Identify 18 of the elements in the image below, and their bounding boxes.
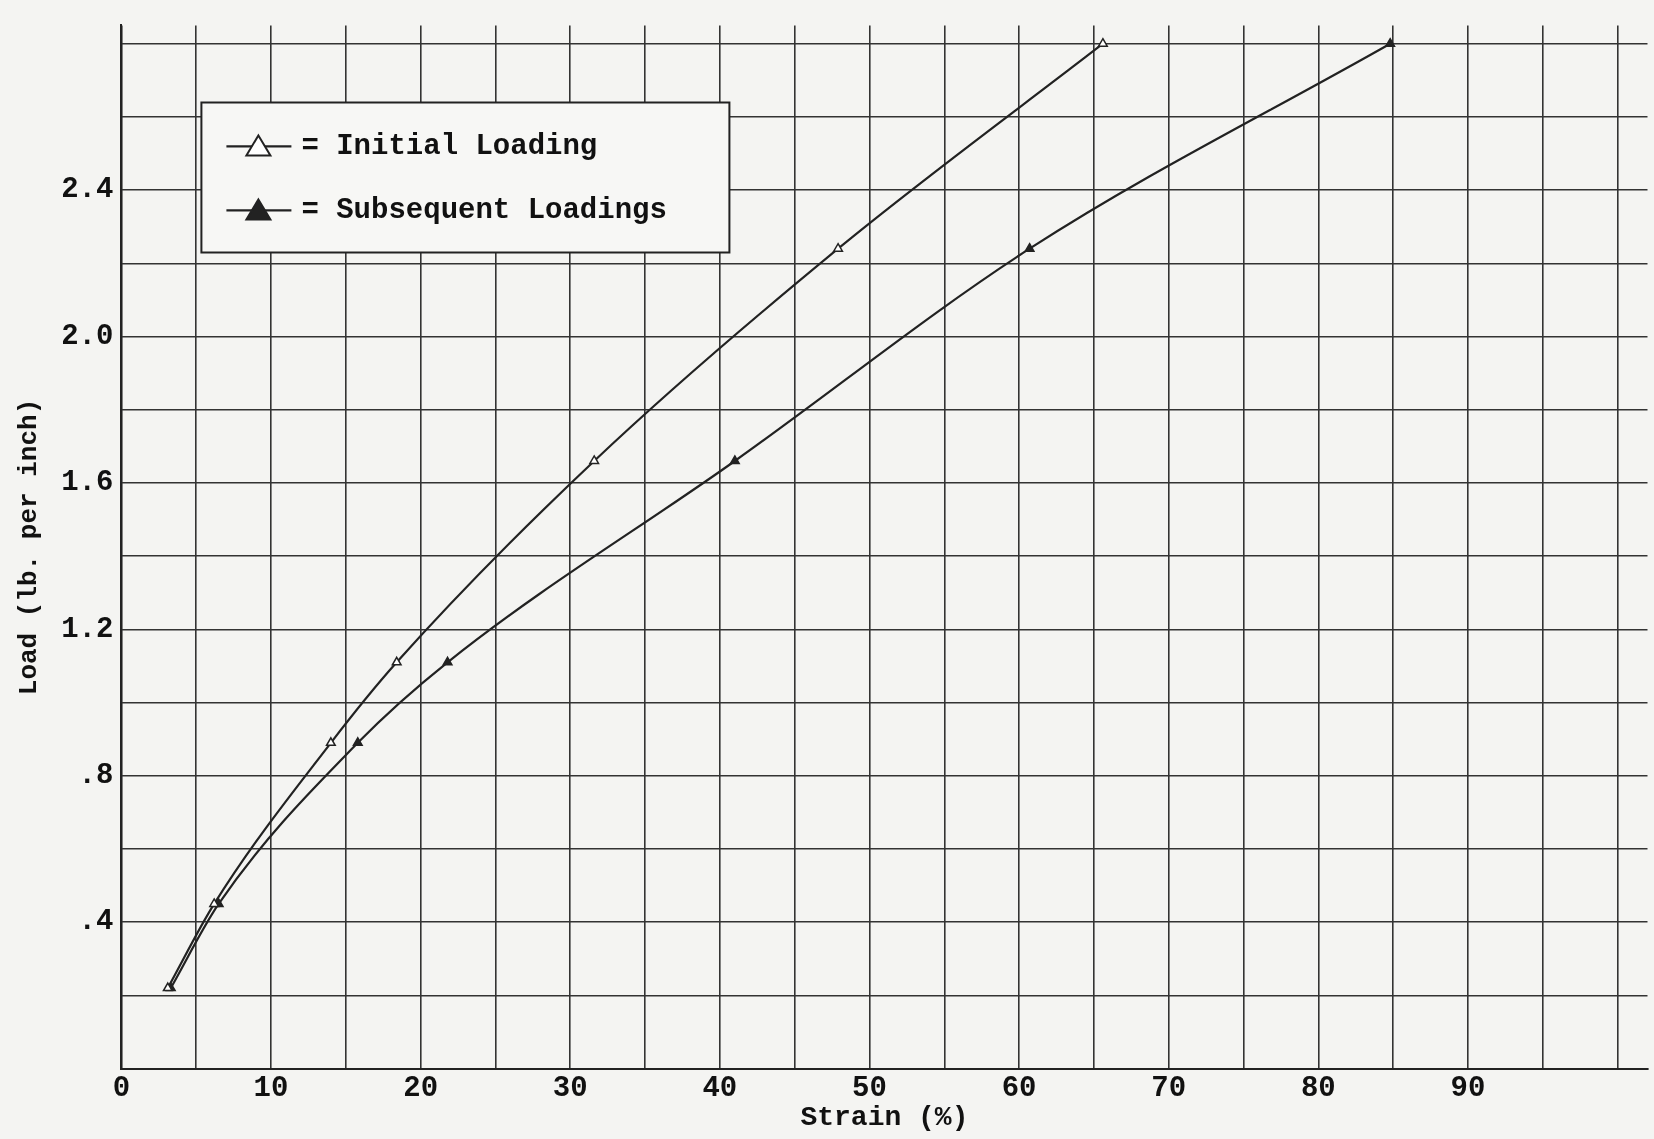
x-tick-label: 60 (1001, 1072, 1037, 1106)
y-tick-label: 2.0 (61, 319, 114, 353)
y-tick-label: .4 (78, 905, 114, 939)
x-tick-label: 90 (1450, 1072, 1486, 1106)
legend-label: = Initial Loading (301, 129, 598, 163)
y-tick-label: 1.6 (61, 466, 114, 500)
x-tick-label: 20 (403, 1072, 439, 1106)
y-axis-title: Load (lb. per inch) (14, 398, 45, 696)
x-tick-label: 30 (552, 1072, 588, 1106)
x-tick-label: 80 (1300, 1072, 1336, 1106)
x-tick-label: 40 (702, 1072, 738, 1106)
y-tick-label: 2.4 (61, 173, 114, 207)
legend-label: = Subsequent Loadings (301, 193, 667, 227)
x-tick-label: 70 (1151, 1072, 1187, 1106)
x-tick-label: 0 (112, 1072, 131, 1106)
y-tick-label: .8 (78, 759, 114, 793)
y-tick-label: 1.2 (61, 612, 114, 646)
x-tick-label: 10 (253, 1072, 289, 1106)
